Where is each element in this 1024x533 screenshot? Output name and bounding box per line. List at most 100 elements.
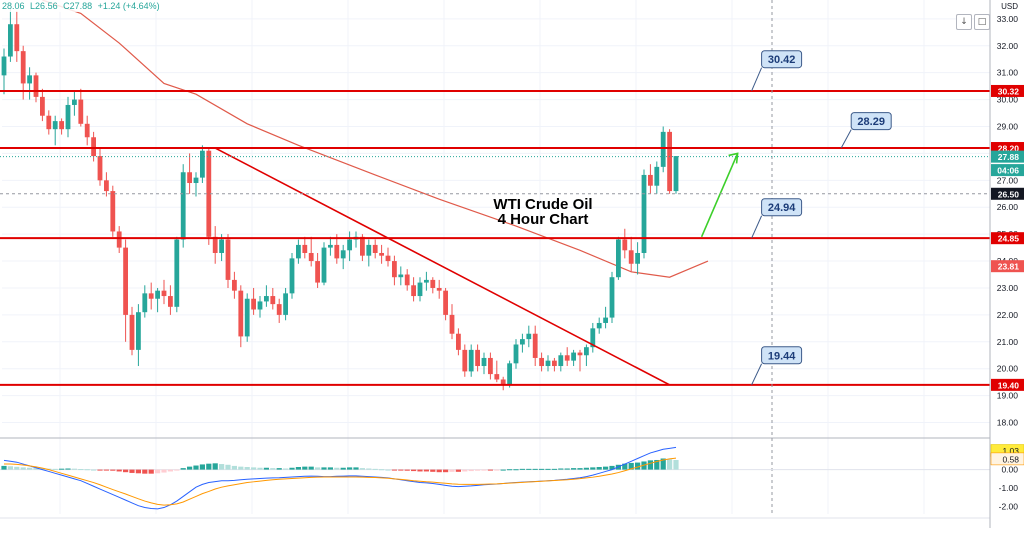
macd-histogram-bar [571, 468, 577, 470]
candle-body [558, 355, 564, 367]
y-tick-label: 27.00 [997, 175, 1019, 185]
candle-body [366, 244, 372, 256]
candle-body [628, 250, 634, 264]
candle-body [500, 379, 506, 385]
macd-histogram-bar [462, 469, 468, 472]
moving-average-line [42, 0, 709, 278]
level-price-badge [991, 232, 1024, 245]
macd-histogram-bar [161, 469, 167, 473]
candle-body [1, 56, 7, 76]
candle-body [257, 301, 263, 310]
ohlc-close: C27.88 [63, 1, 93, 11]
candle-body [334, 244, 340, 259]
candle-body [641, 174, 647, 253]
macd-histogram-bar [551, 468, 557, 470]
macd-histogram-bar [366, 468, 372, 470]
candle-body [660, 131, 666, 167]
price-callout-box [761, 346, 803, 365]
macd-histogram-bar [103, 469, 109, 471]
arrow-down-icon[interactable]: ↓ [956, 14, 972, 30]
candle-body [8, 24, 13, 57]
candle-body [667, 131, 672, 192]
macd-histogram-bar [660, 458, 666, 470]
candle-body [385, 255, 391, 262]
macd-histogram-bar [289, 467, 295, 470]
candle-body [577, 352, 583, 356]
macd-histogram-bar [340, 467, 346, 470]
macd-histogram-bar [558, 468, 564, 470]
candle-body [603, 317, 608, 323]
macd-histogram-bar [577, 468, 583, 470]
macd-histogram-bar [673, 459, 679, 470]
ohlc-readout: 28.06 L26.56 C27.88 +1.24 (+4.64%) [0, 0, 165, 12]
square-icon[interactable]: □ [974, 14, 990, 30]
macd-histogram-bar [212, 463, 218, 470]
candle-body [571, 352, 576, 361]
candle-body [142, 293, 148, 313]
candle-body [430, 279, 436, 288]
candle-body [65, 104, 71, 130]
candle-body [232, 279, 237, 291]
candle-body [302, 244, 308, 253]
horizontal-levels [0, 89, 990, 386]
candle-body [72, 99, 77, 105]
candle-body [289, 258, 295, 294]
price-callout-label: 24.94 [768, 202, 796, 214]
price-callout-box [761, 50, 803, 69]
trendline [214, 147, 670, 386]
macd-histogram-bar [443, 469, 449, 473]
crosshair [0, 0, 990, 514]
y-tick-label: 33.00 [997, 14, 1019, 24]
candle-body [148, 293, 154, 299]
candle-body [180, 172, 186, 240]
candle-body [411, 285, 416, 297]
y-tick-label: 22.00 [997, 310, 1019, 320]
candle-body [379, 252, 384, 256]
candle-body [417, 282, 423, 297]
price-callout-label: 19.44 [768, 350, 796, 362]
candle-body [404, 274, 410, 286]
macd-histogram-bar [404, 469, 410, 471]
macd-histogram-bar [564, 468, 570, 470]
ohlc-high: 28.06 [2, 1, 25, 11]
macd-histogram-bar [27, 467, 33, 470]
candle-body [161, 290, 167, 297]
current-price-badge [991, 150, 1024, 163]
candle-body [200, 150, 205, 178]
candle-body [481, 357, 487, 367]
macd-histogram-bar [167, 469, 173, 472]
macd-histogram-bar [129, 469, 135, 473]
macd-histogram-bar [251, 467, 257, 470]
macd-histogram-bar [142, 469, 148, 474]
candle-body [296, 244, 301, 259]
macd-histogram-bar [647, 460, 653, 470]
candle-body [59, 121, 64, 130]
macd-histogram-bar [609, 465, 615, 470]
macd-histogram-bar [308, 466, 314, 470]
macd-histogram-bar [590, 467, 596, 470]
y-tick-label: 20.00 [997, 364, 1019, 374]
macd-histogram-bar [199, 464, 205, 470]
macd-histogram-bar [52, 468, 58, 470]
level-price-badge [991, 84, 1024, 97]
macd-histogram-bar [206, 463, 212, 470]
macd-histogram-bar [270, 468, 276, 470]
macd-histogram-bar [334, 467, 340, 470]
level-price-badge-label: 30.32 [998, 86, 1020, 96]
candle-body [174, 239, 180, 307]
macd-histogram-bar [359, 468, 365, 470]
candle-body [308, 252, 314, 262]
cursor-price-badge-label: 26.50 [998, 189, 1020, 199]
macd-histogram-bar [219, 464, 225, 470]
candle-body [494, 374, 500, 380]
macd-histogram-bar [487, 469, 493, 471]
y-tick-label: 19.00 [997, 391, 1019, 401]
macd-histogram-bar [91, 469, 97, 471]
macd-histogram-bar [1, 465, 7, 470]
macd-histogram-bar [603, 466, 609, 470]
y-tick-label: 31.00 [997, 68, 1019, 78]
macd-value-badge-label: 1.03 [1002, 446, 1019, 456]
candle-body [564, 355, 570, 361]
level-price-badge-label: 19.40 [998, 380, 1020, 390]
